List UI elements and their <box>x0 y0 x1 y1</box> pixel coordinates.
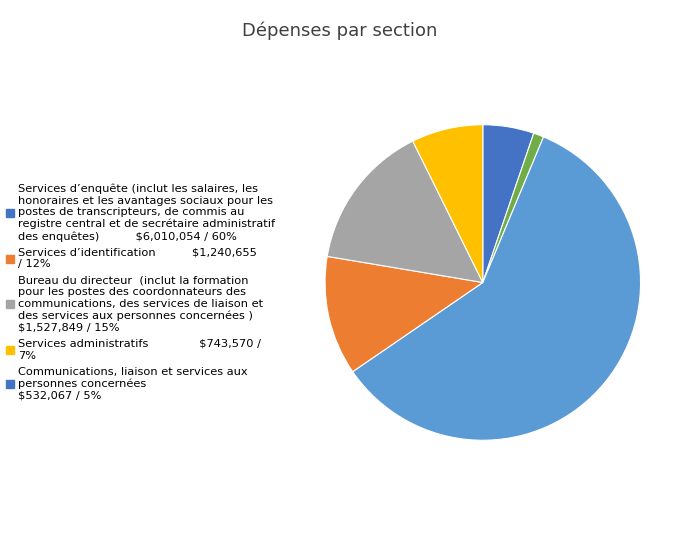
Legend: Services d’enquête (inclut les salaires, les
honoraires et les avantages sociaux: Services d’enquête (inclut les salaires,… <box>5 183 275 401</box>
Wedge shape <box>325 256 483 372</box>
Wedge shape <box>483 125 534 282</box>
Wedge shape <box>327 141 483 282</box>
Text: Dépenses par section: Dépenses par section <box>242 21 438 40</box>
Wedge shape <box>353 137 641 440</box>
Wedge shape <box>413 125 483 282</box>
Wedge shape <box>483 133 543 282</box>
